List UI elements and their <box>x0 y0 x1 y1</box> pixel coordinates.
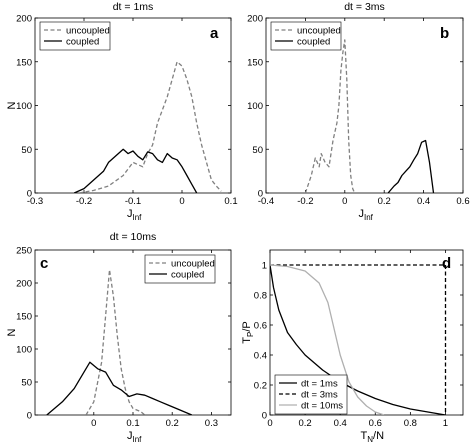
panel-b-xtick-label: 0.6 <box>456 196 469 207</box>
panel-c-ylabel: N <box>6 328 18 336</box>
panel-d-xtick-label: 0 <box>267 418 272 429</box>
panel-b-xlabel-sub: Inf <box>364 213 374 222</box>
panel-c-ytick-label: 250 <box>16 246 32 257</box>
panel-d-xtick-label: 1 <box>443 418 448 429</box>
panel-c-ytick-label: 200 <box>16 279 32 290</box>
panel-a-ytick-label: 50 <box>21 145 32 156</box>
panel-c-ytick-label: 150 <box>16 312 32 323</box>
panel-c-xlabel-sub: Inf <box>133 435 143 444</box>
panel-a-ytick-label: 0 <box>27 189 32 200</box>
panel-a-series-coupled <box>73 148 198 193</box>
panel-a-ytick-label: 100 <box>16 101 32 112</box>
panel-b-ytick-label: 150 <box>247 57 263 68</box>
panel-b-series-coupled <box>387 139 435 193</box>
panel-d-xlabel-sub: N <box>367 435 373 444</box>
panel-c-series-coupled <box>46 361 193 415</box>
panel-b-legend-label: coupled <box>297 37 330 48</box>
panel-d-ylabel-sub-suffix: /P <box>241 321 253 331</box>
panel-d: 0 0.2 0.4 0.6 0.8 1 0 0.2 0.4 0.6 0.8 1 d TN/N TP/P dt … <box>241 249 464 444</box>
panel-d-ylabel-sub: P <box>246 332 255 337</box>
panel-d-xtick-label: 0.6 <box>369 418 382 429</box>
panel-a-title: dt = 1ms <box>113 1 154 13</box>
panel-d-ylabel: TP/P <box>241 321 255 343</box>
panel-d-legend-label: dt = 3ms <box>301 390 338 401</box>
panel-b-ytick-label: 100 <box>247 101 263 112</box>
panel-b-letter: b <box>440 25 449 42</box>
panel-d-ytick-label: 0 <box>262 411 267 422</box>
panel-c-ytick-label: 50 <box>21 378 32 389</box>
panel-a-xtick-label: -0.2 <box>76 196 92 207</box>
panel-b-ytick-label: 0 <box>258 189 263 200</box>
panel-b-legend-label: uncoupled <box>297 26 341 37</box>
panel-c-legend-label: coupled <box>171 270 204 281</box>
panel-d-series-dt-3ms <box>270 264 447 415</box>
panel-d-xtick-label: 0.4 <box>334 418 347 429</box>
panel-d-letter: d <box>442 255 451 272</box>
panel-b-legend-box <box>270 21 342 51</box>
panel-b-xtick-label: -0.4 <box>258 196 274 207</box>
panel-a-ytick-label: 150 <box>16 57 32 68</box>
panel-a-legend-label: coupled <box>66 37 99 48</box>
panel-b-xtick-label: -0.2 <box>297 196 313 207</box>
panel-b-xtick-label: 0.4 <box>417 196 430 207</box>
panel-d-ytick-label: 0.2 <box>254 381 267 392</box>
panel-a-legend-label: uncoupled <box>66 26 110 37</box>
panel-a-xtick-label: -0.3 <box>27 196 43 207</box>
panel-b-ytick-label: 200 <box>247 14 263 25</box>
panel-c-legend-label: uncoupled <box>171 259 215 270</box>
panel-c-letter: c <box>40 255 48 272</box>
panel-d-ytick-label: 0.8 <box>254 291 267 302</box>
panel-c-xtick-label: 0.3 <box>205 418 218 429</box>
panel-a-letter: a <box>210 25 219 42</box>
panel-c-xtick-label: 0.1 <box>126 418 139 429</box>
panel-d-legend-label: dt = 1ms <box>301 379 338 390</box>
panel-d-xtick-label: 0.8 <box>404 418 417 429</box>
panel-d-xlabel-sub-suffix: /N <box>373 430 384 442</box>
panel-d-ytick-label: 1 <box>262 261 267 272</box>
panel-d-legend-label: dt = 10ms <box>301 401 343 412</box>
panel-d-xtick-label: 0.2 <box>298 418 311 429</box>
panel-d-series-dt-10ms <box>270 264 385 415</box>
panel-a-legend-box <box>39 21 111 51</box>
panel-c-ytick-label: 0 <box>27 411 32 422</box>
panel-b-title: dt = 3ms <box>344 1 385 13</box>
panel-a-xtick-label: 0.1 <box>224 196 237 207</box>
panel-d-xlabel: TN/N <box>361 430 385 444</box>
panel-b-ytick-label: 50 <box>252 145 263 156</box>
panel-c-legend-box <box>144 254 216 284</box>
panel-b-series-uncoupled <box>304 39 356 193</box>
panel-a-xtick-label: 0 <box>179 196 184 207</box>
panel-c-ytick-label: 100 <box>16 345 32 356</box>
panel-b-xtick-label: 0 <box>342 196 347 207</box>
panel-a-series-uncoupled <box>78 61 222 193</box>
panel-c-series-uncoupled <box>85 269 146 415</box>
panel-a-xtick-label: -0.1 <box>125 196 141 207</box>
panel-c-xtick-label: 0 <box>91 418 96 429</box>
panel-a-ylabel: N <box>6 101 18 109</box>
panel-b-xtick-label: 0.2 <box>378 196 391 207</box>
panel-d-ytick-label: 0.4 <box>254 351 267 362</box>
panel-a-xlabel-sub: Inf <box>133 213 143 222</box>
panel-a-ytick-label: 200 <box>16 14 32 25</box>
panel-d-ytick-label: 0.6 <box>254 321 267 332</box>
panel-c-title: dt = 10ms <box>110 231 156 243</box>
panel-c-xtick-label: 0.2 <box>166 418 179 429</box>
panel-d-axes-box <box>269 249 464 416</box>
